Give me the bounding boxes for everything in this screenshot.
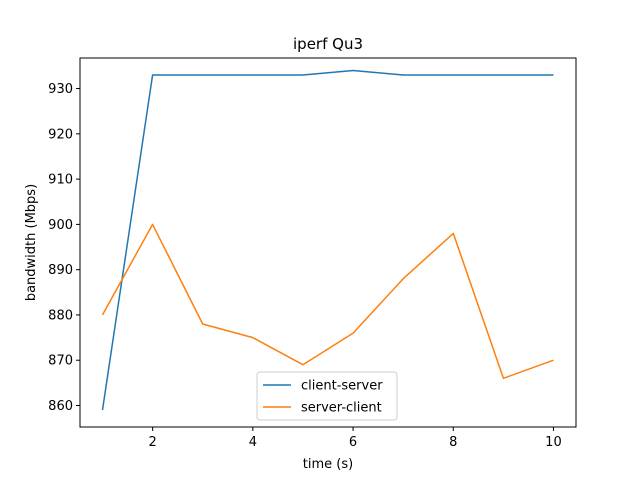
x-tick-label-6: 6 <box>349 435 357 450</box>
x-tick-label-4: 4 <box>249 435 257 450</box>
y-tick-label-930: 930 <box>48 82 73 97</box>
y-axis-label: bandwidth (Mbps) <box>24 184 39 301</box>
legend-box <box>256 371 398 421</box>
y-tick-label-910: 910 <box>48 173 73 188</box>
y-tick-label-880: 880 <box>48 308 73 323</box>
x-tick-label-8: 8 <box>449 435 457 450</box>
x-axis: 2 4 6 8 10 <box>149 427 562 450</box>
plot-area <box>80 58 576 427</box>
plot-frame <box>79 57 577 428</box>
legend-label-server-client: server-client <box>301 401 382 416</box>
y-tick-label-870: 870 <box>48 354 73 369</box>
series-line-server-client <box>101 223 554 380</box>
series-line-client-server <box>101 69 554 411</box>
y-tick-label-860: 860 <box>48 399 73 414</box>
x-tick-label-10: 10 <box>545 435 562 450</box>
y-tick-label-890: 890 <box>48 263 73 278</box>
chart-title: iperf Qu3 <box>293 35 363 53</box>
x-tick-label-2: 2 <box>149 435 157 450</box>
y-tick-label-900: 900 <box>48 218 73 233</box>
series-layer <box>101 69 554 411</box>
legend: client-server server-client <box>256 371 398 421</box>
legend-label-client-server: client-server <box>301 379 383 394</box>
x-axis-label: time (s) <box>303 457 353 472</box>
y-tick-label-920: 920 <box>48 127 73 142</box>
y-axis: 860 870 880 890 900 910 920 930 <box>48 82 80 414</box>
